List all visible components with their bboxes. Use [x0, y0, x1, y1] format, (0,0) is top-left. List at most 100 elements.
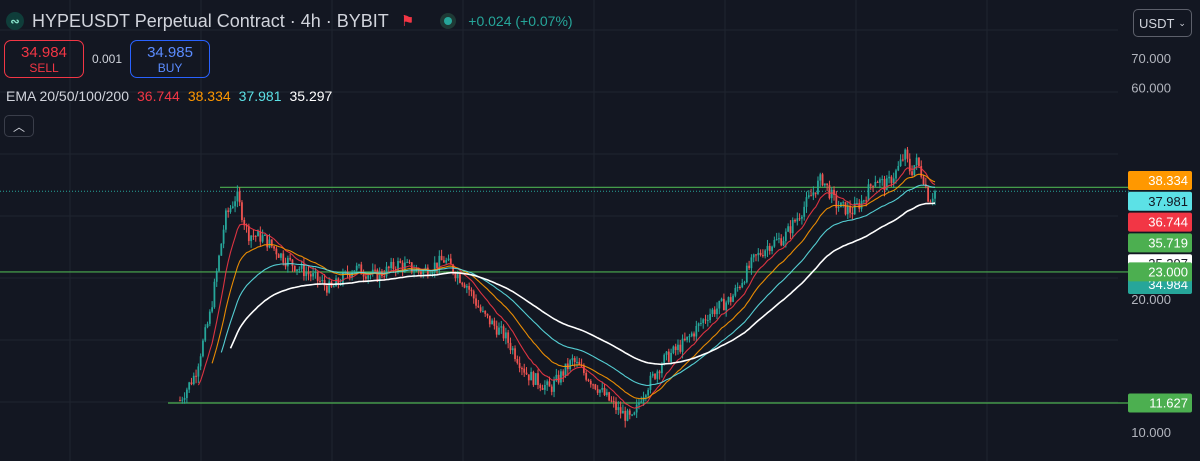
candle-body [527, 374, 530, 381]
price-label-bg [1128, 191, 1192, 211]
candle-body [791, 219, 794, 234]
candle-body [879, 179, 881, 183]
candle-body [328, 281, 331, 293]
candle-body [771, 246, 773, 252]
candle-body [757, 252, 760, 256]
candle-body [911, 171, 913, 176]
candle-body [518, 362, 521, 369]
candle-body [725, 302, 728, 311]
candle-body [243, 219, 246, 226]
candle-body [821, 174, 824, 186]
candle-body [202, 340, 204, 357]
candle-body [296, 269, 298, 271]
price-label: 36.744 [1128, 212, 1192, 232]
candle-body [454, 273, 457, 279]
price-label-bg [1128, 212, 1192, 232]
candle-body [883, 179, 886, 191]
candle-body [399, 261, 402, 263]
candle-body [493, 320, 496, 326]
candle-body [901, 159, 904, 161]
candle-body [826, 183, 829, 186]
candle-body [722, 298, 725, 311]
candle-body [254, 235, 257, 237]
candle-body [420, 271, 422, 275]
candle-body [257, 231, 259, 237]
candle-body [509, 342, 512, 351]
candle-body [573, 358, 576, 362]
candle-body [835, 194, 838, 208]
candle-body [245, 225, 248, 227]
candle-body [628, 410, 631, 415]
candle-body [555, 374, 558, 381]
candle-body [479, 307, 482, 312]
price-label-bg [1128, 393, 1192, 413]
candle-body [732, 295, 734, 302]
candle-body [840, 202, 842, 208]
indicator-label: EMA 20/50/100/200 [6, 88, 129, 104]
candle-body [649, 375, 652, 390]
candle-body [844, 202, 847, 215]
candle-body [874, 181, 877, 187]
candle-body [755, 254, 757, 256]
flag-icon[interactable]: ⚑ [400, 13, 415, 30]
candle-body [787, 226, 790, 232]
candle-body [250, 235, 253, 242]
ema50-value: 38.334 [187, 88, 231, 104]
price-label-text: 36.744 [1148, 215, 1188, 230]
buy-button[interactable]: 34.985 BUY [130, 40, 211, 78]
symbol-title[interactable]: HYPEUSDT Perpetual Contract · 4h · BYBIT [32, 10, 389, 31]
candle-body [895, 170, 897, 179]
candle-body [553, 380, 555, 392]
price-label: 37.981 [1128, 191, 1192, 211]
candle-body [888, 176, 891, 179]
candle-body [362, 274, 365, 277]
candle-body [433, 262, 436, 272]
ema100-value: 37.981 [238, 88, 282, 104]
candle-body [275, 248, 278, 255]
candle-body [612, 401, 615, 403]
candle-body [892, 178, 895, 184]
candle-body [897, 166, 900, 171]
candle-body [332, 286, 335, 288]
currency-label: USDT [1139, 15, 1175, 31]
candle-body [486, 313, 489, 316]
candle-body [734, 287, 737, 296]
candle-body [915, 157, 918, 166]
candle-body [794, 219, 796, 222]
candle-body [610, 400, 613, 402]
price-axis-tick: 10.000 [1131, 425, 1171, 440]
chart-grid [0, 0, 1118, 461]
price-label: 35.719 [1128, 233, 1192, 253]
candle-body [532, 371, 535, 385]
candle-body [681, 338, 684, 352]
candle-body [261, 235, 264, 242]
sell-button[interactable]: 34.984 SELL [4, 40, 84, 78]
price-label-bg [1128, 171, 1192, 190]
candle-body [374, 269, 376, 271]
candle-body [580, 365, 583, 367]
candle-body [761, 255, 764, 257]
indicator-legend[interactable]: EMA 20/50/100/200 36.744 38.334 37.981 3… [6, 88, 332, 104]
ema-line [211, 173, 936, 400]
candle-body [443, 260, 445, 263]
collapse-indicators-button[interactable]: ︿ [4, 115, 34, 137]
candle-body [282, 253, 285, 263]
candle-body [461, 282, 464, 285]
currency-selector[interactable]: USDT ⌄ [1133, 9, 1192, 37]
candle-body [635, 404, 638, 413]
candle-body [789, 226, 792, 234]
price-label-text: 35.719 [1148, 235, 1188, 250]
candle-body [869, 184, 872, 186]
candle-body [654, 373, 656, 379]
candle-body [548, 381, 551, 387]
candle-body [927, 186, 930, 202]
candle-body [564, 363, 567, 376]
sell-label: SELL [29, 60, 59, 75]
ema-lines [197, 166, 936, 409]
candle-body [530, 371, 533, 381]
candle-body [224, 210, 227, 230]
candle-body [672, 346, 675, 353]
candle-body [465, 286, 468, 288]
candle-body [348, 274, 351, 278]
